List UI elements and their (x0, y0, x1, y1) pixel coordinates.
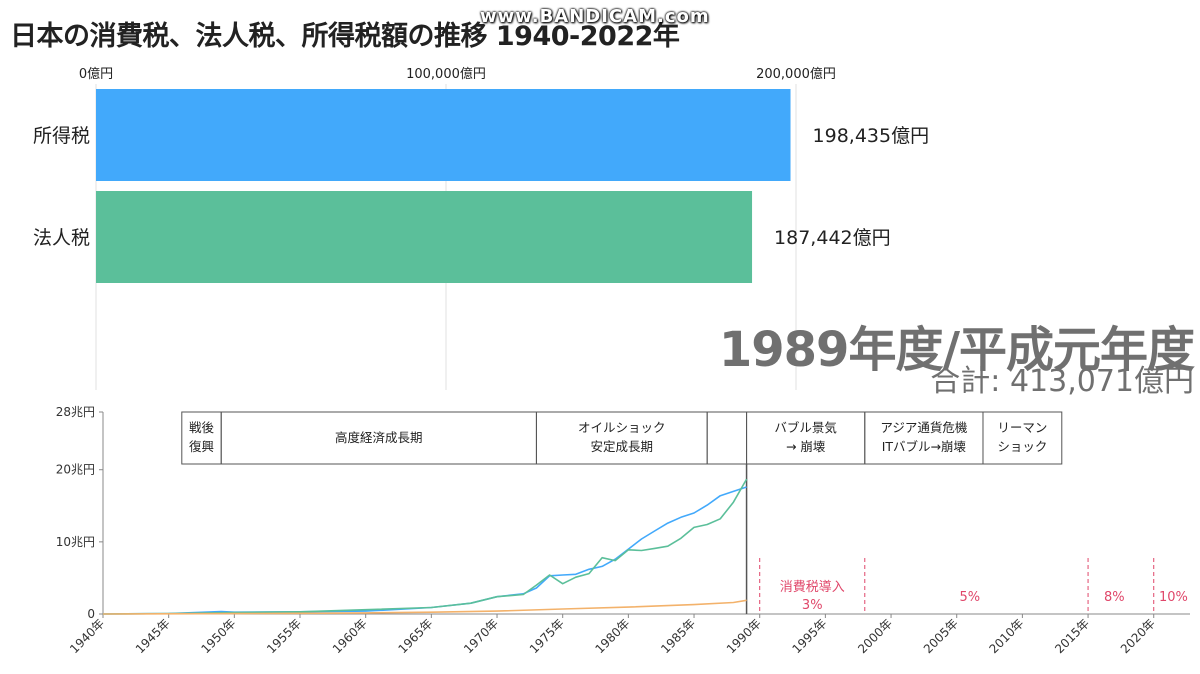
line-x-tick-label: 1960年 (330, 616, 370, 656)
era-label: 安定成長期 (591, 439, 654, 454)
line-x-tick-label: 2010年 (987, 616, 1027, 656)
bar-income (96, 89, 791, 181)
line-x-tick-label: 2020年 (1118, 616, 1158, 656)
tax-marker-rate: 5% (960, 590, 981, 605)
line-x-tick-label: 1985年 (658, 616, 698, 656)
bar-x-tick-label: 0億円 (79, 66, 113, 82)
era-box (982, 411, 1063, 465)
line-x-tick-label: 1955年 (264, 616, 304, 656)
line-x-tick-label: 1990年 (724, 616, 764, 656)
line-x-tick-label: 2005年 (921, 616, 961, 656)
era-box (706, 411, 748, 465)
series-line-corporate (102, 478, 748, 615)
line-x-tick-label: 1945年 (133, 616, 173, 656)
watermark: www.BANDICAM.com (480, 6, 710, 27)
era-label: ITバブル→崩壊 (882, 439, 967, 454)
era-label: リーマン (997, 420, 1047, 435)
line-y-tick-label: 0 (87, 607, 95, 621)
tax-marker-rate: 10% (1159, 590, 1188, 605)
era-label: バブル景気 (774, 420, 837, 435)
year-label: 1989年度/平成元年度 (718, 322, 1195, 378)
series-line-consumption (102, 599, 747, 615)
bar-value-label: 187,442億円 (774, 227, 891, 249)
line-x-tick-label: 1980年 (593, 616, 633, 656)
line-y-tick-label: 10兆円 (56, 535, 95, 549)
tax-marker-rate: 3% (802, 598, 823, 613)
bar-category-label: 法人税 (33, 227, 90, 249)
era-label: オイルショック (578, 420, 666, 435)
line-x-tick-label: 1940年 (67, 616, 107, 656)
line-x-tick-label: 2000年 (855, 616, 895, 656)
chart-title: 日本の消費税、法人税、所得税額の推移 1940-2022年 (10, 21, 680, 52)
bar-category-label: 所得税 (33, 125, 90, 147)
line-x-tick-label: 1950年 (198, 616, 238, 656)
tax-marker-label: 消費税導入 (780, 580, 845, 595)
line-x-tick-label: 1995年 (790, 616, 830, 656)
series-line-income (102, 486, 747, 615)
total-label: 合計: 413,071億円 (930, 364, 1194, 399)
bar-corporate (96, 191, 753, 283)
era-label: 復興 (189, 439, 214, 454)
bar-x-tick-label: 200,000億円 (756, 66, 836, 82)
era-label: → 崩壊 (786, 439, 826, 454)
bar-value-label: 198,435億円 (813, 125, 930, 147)
era-label: 高度経済成長期 (335, 430, 423, 445)
line-y-tick-label: 28兆円 (56, 405, 95, 419)
line-x-tick-label: 1970年 (461, 616, 501, 656)
era-label: アジア通貨危機 (880, 420, 968, 435)
line-x-tick-label: 1965年 (395, 616, 435, 656)
era-label: ショック (997, 439, 1047, 454)
line-x-tick-label: 1975年 (527, 616, 567, 656)
bar-x-tick-label: 100,000億円 (406, 66, 486, 82)
era-label: 戦後 (189, 420, 215, 435)
line-x-tick-label: 2015年 (1052, 616, 1092, 656)
tax-marker-rate: 8% (1104, 590, 1125, 605)
line-y-tick-label: 20兆円 (56, 463, 95, 477)
